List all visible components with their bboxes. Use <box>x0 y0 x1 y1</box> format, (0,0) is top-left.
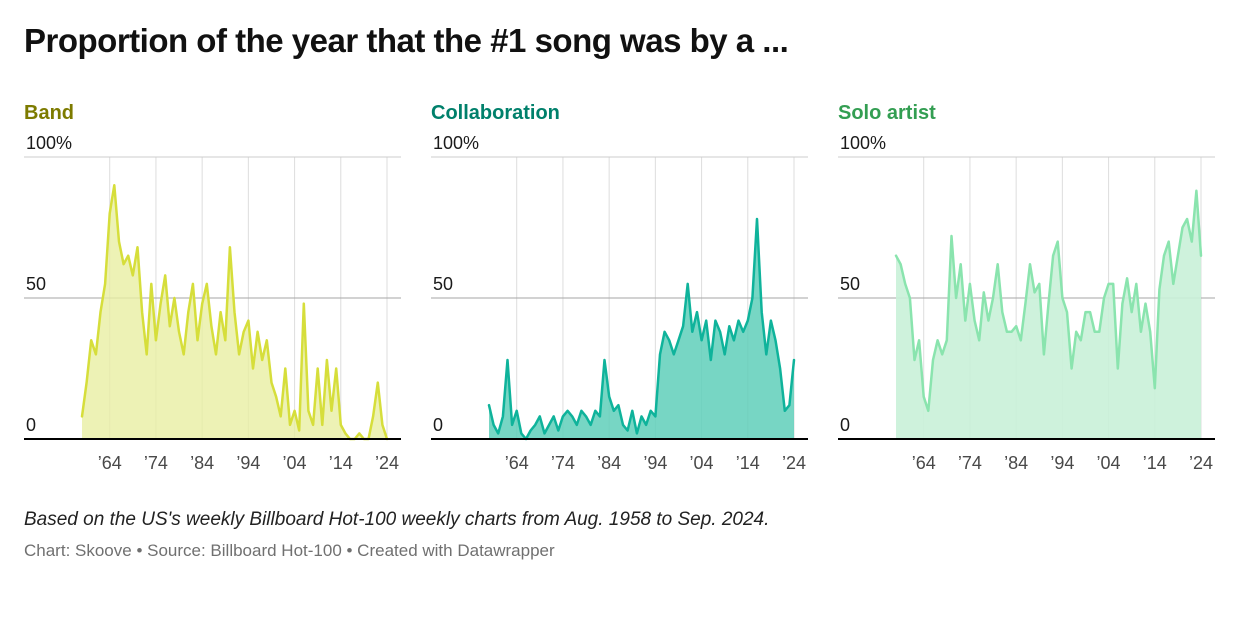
chart-collaboration: 100% 50 0 ’64 ’74 ’84 ’94 ’04 ’14 ’24 <box>431 131 808 491</box>
svg-text:’84: ’84 <box>597 453 621 473</box>
chart-solo-artist: 100% 50 0 ’64 ’74 ’84 ’94 ’04 ’14 ’24 <box>838 131 1215 491</box>
svg-text:’64: ’64 <box>912 453 936 473</box>
svg-text:50: 50 <box>433 274 453 294</box>
svg-text:’24: ’24 <box>375 453 399 473</box>
panel-solo-artist: Solo artist 100% 50 0 ’64 ’74 ’84 ’94 ’04 ’14 ’24 <box>838 102 1215 491</box>
panel-collaboration: Collaboration 100% 50 0 ’64 ’74 ’84 ’94 ’04 ’14 ’… <box>431 102 808 491</box>
panel-title-solo-artist: Solo artist <box>838 102 936 124</box>
panel-title-band: Band <box>24 102 74 124</box>
svg-text:’94: ’94 <box>643 453 667 473</box>
svg-text:’74: ’74 <box>144 453 168 473</box>
svg-text:0: 0 <box>840 415 850 435</box>
svg-text:’24: ’24 <box>782 453 806 473</box>
svg-text:’84: ’84 <box>190 453 214 473</box>
svg-text:100%: 100% <box>433 133 479 153</box>
svg-text:’64: ’64 <box>98 453 122 473</box>
svg-text:’84: ’84 <box>1004 453 1028 473</box>
band-area-chart: 100% 50 0 ’64 ’74 ’84 ’94 ’04 ’14 ’24 <box>24 133 401 473</box>
panel-band: Band 100% 50 0 ’64 ’74 ’84 ’94 ’04 ’14 ’24 <box>24 102 401 491</box>
chart-credits: Chart: Skoove • Source: Billboard Hot-10… <box>24 541 555 560</box>
svg-text:0: 0 <box>433 415 443 435</box>
svg-text:’04: ’04 <box>690 453 714 473</box>
svg-text:’74: ’74 <box>551 453 575 473</box>
chart-band: 100% 50 0 ’64 ’74 ’84 ’94 ’04 ’14 ’24 <box>24 131 401 491</box>
chart-title: Proportion of the year that the #1 song … <box>24 22 789 59</box>
svg-text:50: 50 <box>840 274 860 294</box>
svg-text:’24: ’24 <box>1189 453 1213 473</box>
svg-text:’94: ’94 <box>236 453 260 473</box>
svg-text:’14: ’14 <box>736 453 760 473</box>
svg-text:100%: 100% <box>840 133 886 153</box>
svg-text:’04: ’04 <box>1097 453 1121 473</box>
svg-text:’74: ’74 <box>958 453 982 473</box>
svg-text:100%: 100% <box>26 133 72 153</box>
solo-artist-area-chart: 100% 50 0 ’64 ’74 ’84 ’94 ’04 ’14 ’24 <box>838 133 1215 473</box>
svg-text:’64: ’64 <box>505 453 529 473</box>
svg-text:’14: ’14 <box>1143 453 1167 473</box>
page: Proportion of the year that the #1 song … <box>24 22 1216 560</box>
panel-title-collaboration: Collaboration <box>431 102 560 124</box>
svg-text:0: 0 <box>26 415 36 435</box>
svg-text:50: 50 <box>26 274 46 294</box>
svg-text:’04: ’04 <box>283 453 307 473</box>
collaboration-area-chart: 100% 50 0 ’64 ’74 ’84 ’94 ’04 ’14 ’24 <box>431 133 808 473</box>
svg-text:’14: ’14 <box>329 453 353 473</box>
svg-text:’94: ’94 <box>1050 453 1074 473</box>
chart-note: Based on the US's weekly Billboard Hot-1… <box>24 509 770 530</box>
charts-row: Band 100% 50 0 ’64 ’74 ’84 ’94 ’04 ’14 ’24 Collab… <box>24 102 1216 491</box>
